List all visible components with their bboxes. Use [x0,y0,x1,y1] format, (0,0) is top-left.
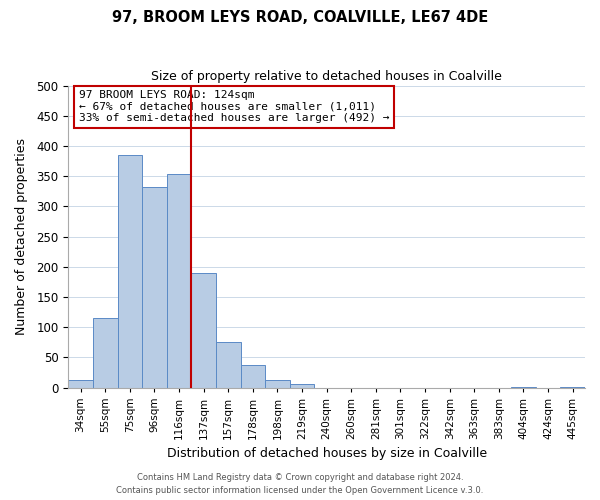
Bar [265,380,290,388]
Bar [241,364,265,388]
Bar [68,380,93,388]
Bar [191,273,216,388]
Bar [511,387,536,388]
Text: 97 BROOM LEYS ROAD: 124sqm
← 67% of detached houses are smaller (1,011)
33% of s: 97 BROOM LEYS ROAD: 124sqm ← 67% of deta… [79,90,389,124]
Bar [167,174,191,388]
Text: Contains HM Land Registry data © Crown copyright and database right 2024.
Contai: Contains HM Land Registry data © Crown c… [116,474,484,495]
Title: Size of property relative to detached houses in Coalville: Size of property relative to detached ho… [151,70,502,83]
Bar [93,318,118,388]
Y-axis label: Number of detached properties: Number of detached properties [15,138,28,335]
Bar [216,342,241,388]
Bar [560,387,585,388]
Bar [290,384,314,388]
Bar [118,155,142,388]
Text: 97, BROOM LEYS ROAD, COALVILLE, LE67 4DE: 97, BROOM LEYS ROAD, COALVILLE, LE67 4DE [112,10,488,25]
Bar [142,187,167,388]
X-axis label: Distribution of detached houses by size in Coalville: Distribution of detached houses by size … [167,447,487,460]
